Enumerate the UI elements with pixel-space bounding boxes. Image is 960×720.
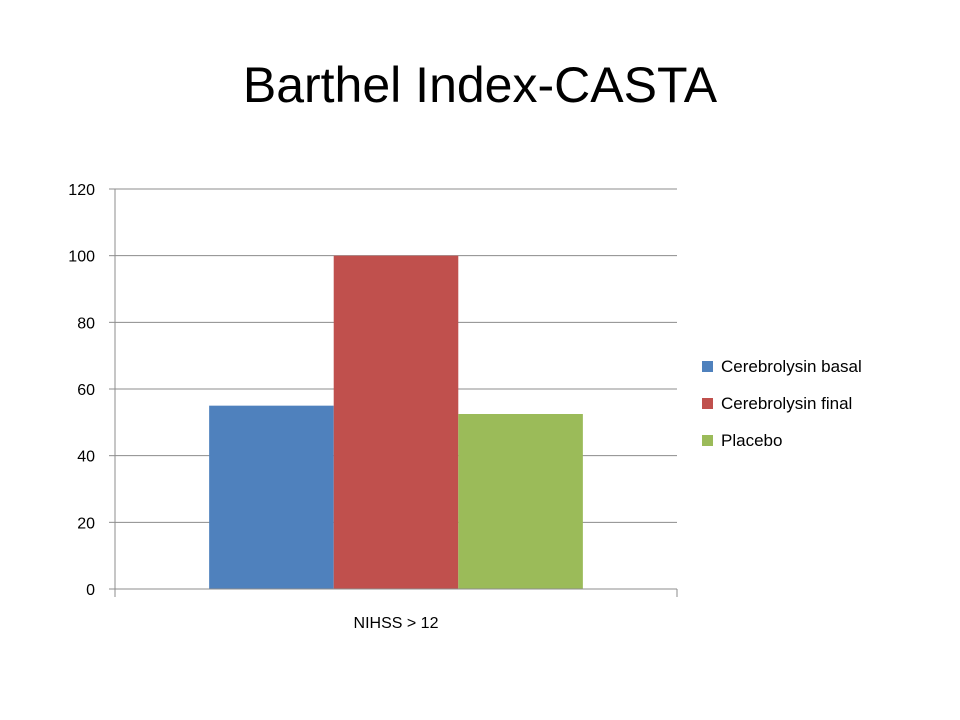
y-axis: 0 20 40 60 80 100 120 <box>68 182 116 599</box>
legend-label: Cerebrolysin final <box>721 394 852 413</box>
y-tick-label: 20 <box>77 515 95 532</box>
y-tick-label: 40 <box>77 449 95 466</box>
y-tick-label: 60 <box>77 382 95 399</box>
y-tick-label: 0 <box>86 582 95 599</box>
legend: Cerebrolysin basal Cerebrolysin final Plac… <box>702 357 862 450</box>
legend-swatch <box>702 398 713 409</box>
bars <box>209 255 583 589</box>
x-axis: NIHSS > 12 <box>114 588 678 632</box>
bar-placebo <box>458 414 583 589</box>
bar-cerebrolysin-final <box>333 255 459 589</box>
legend-label: Cerebrolysin basal <box>721 357 862 376</box>
y-tick-label: 120 <box>68 182 95 199</box>
x-category-label: NIHSS > 12 <box>354 615 439 632</box>
bar-cerebrolysin-basal <box>209 405 334 589</box>
chart-title: Barthel Index-CASTA <box>242 57 718 113</box>
legend-label: Placebo <box>721 431 782 450</box>
y-tick-label: 100 <box>68 249 95 266</box>
y-tick-label: 80 <box>77 315 95 332</box>
legend-swatch <box>702 435 713 446</box>
legend-swatch <box>702 361 713 372</box>
